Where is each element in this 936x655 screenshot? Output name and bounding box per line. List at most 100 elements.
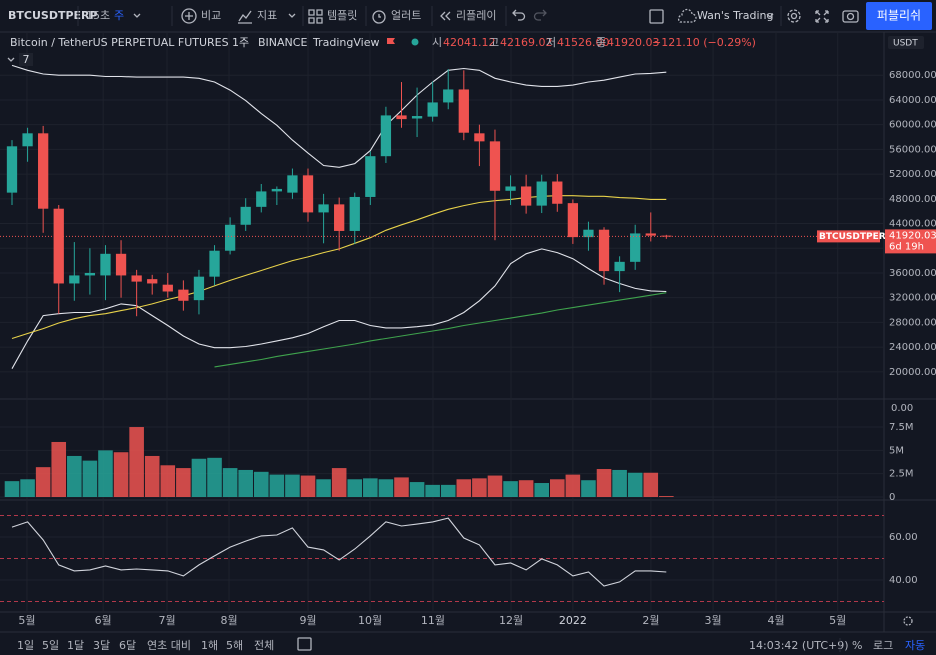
axis-price-box [885, 229, 936, 254]
candle-body [520, 186, 532, 206]
high-value: 42169.02 [500, 36, 553, 49]
range-button[interactable]: 전체 [254, 639, 274, 652]
range-button[interactable]: 6달 [119, 639, 136, 652]
replay-icon[interactable] [440, 11, 451, 21]
chevron[interactable] [133, 13, 141, 18]
symbol[interactable]: BTCUSDTPERP [8, 9, 98, 22]
templates-icon[interactable] [308, 9, 323, 24]
candle-body [489, 141, 501, 191]
overlay-line [11, 64, 667, 168]
candle-body [115, 253, 127, 276]
compare[interactable]: 비교 [201, 9, 221, 22]
settings[interactable] [787, 9, 801, 23]
axis-settings[interactable] [903, 616, 913, 626]
candle-body [443, 89, 454, 103]
legend-interval: 1주 [232, 36, 249, 49]
price-tag-symbol: BTCUSDTPERP [819, 232, 893, 242]
candle-body [427, 102, 438, 117]
indicator-count[interactable]: 7 [23, 53, 30, 66]
volume-bar [222, 468, 238, 497]
settings[interactable] [790, 12, 798, 20]
range-button[interactable]: 1달 [67, 639, 84, 652]
snapshot[interactable] [842, 10, 859, 23]
indicators-icon[interactable] [238, 10, 252, 24]
y-tick-label: 36000.00 [889, 268, 936, 279]
chevron[interactable] [766, 13, 774, 18]
x-tick-label: 7월 [158, 614, 175, 627]
range-button[interactable]: 1일 [17, 638, 34, 652]
open-value: 42041.12 [443, 36, 496, 49]
undo[interactable] [512, 9, 526, 21]
volume-bar [627, 472, 643, 497]
volume-bar [581, 480, 596, 497]
alert[interactable]: 얼러트 [391, 8, 421, 22]
y-tick-label: 48000.00 [889, 194, 936, 205]
volume-bar [456, 479, 472, 497]
x-tick-label: 4월 [767, 614, 784, 627]
candle-body [6, 146, 18, 193]
y-tick-label: 52000.00 [889, 169, 936, 180]
x-tick-label: 2월 [642, 614, 659, 627]
range-button[interactable]: 5해 [226, 638, 243, 652]
y-tick-label: 56000.00 [889, 144, 936, 155]
volume-bar [20, 479, 35, 497]
currency-box[interactable] [888, 36, 924, 49]
publish[interactable]: 퍼블리쉬 [877, 9, 921, 23]
candle-body [365, 156, 376, 197]
collapse[interactable] [7, 57, 15, 62]
x-tick-label: 10월 [358, 614, 382, 627]
log[interactable]: 로그 [873, 639, 893, 652]
volume-bar [425, 484, 440, 497]
x-tick-label: 12월 [499, 614, 523, 627]
range-button[interactable]: 5일 [42, 638, 59, 652]
chevron[interactable] [288, 13, 296, 18]
snapshot[interactable] [846, 12, 855, 21]
volume-bar [565, 474, 581, 497]
clock[interactable]: 14:03:42 (UTC+9) [749, 639, 849, 652]
volume-bar [316, 479, 331, 497]
publish-button[interactable] [866, 2, 932, 30]
y-tick-label: 44000.00 [889, 219, 936, 230]
x-tick-label: 6월 [95, 614, 112, 627]
indicators[interactable]: 지표 [257, 9, 277, 22]
overlay-line [11, 248, 667, 369]
toolbar: BTCUSDTPERP 15초 주 비교 지표 템플릿 얼러트 리플레이 Wan… [0, 2, 936, 33]
volume-tick-label: 0 [889, 492, 895, 503]
auto[interactable]: 자동 [905, 639, 925, 652]
range-button[interactable]: 1해 [201, 638, 218, 652]
range-button[interactable]: 연초 대비 [147, 639, 191, 652]
volume-bar [82, 460, 98, 497]
goto-date[interactable] [297, 637, 312, 651]
currency[interactable]: USDT [893, 39, 918, 49]
candle-body [458, 89, 469, 133]
cloud-icon[interactable] [677, 8, 697, 23]
interval[interactable]: 주 [114, 9, 124, 22]
volume-bar [51, 441, 67, 497]
volume-bar [440, 484, 456, 497]
flag[interactable] [387, 38, 395, 44]
y-tick-label: 24000.00 [889, 342, 936, 353]
percent[interactable]: % [852, 639, 862, 652]
redo[interactable] [533, 9, 547, 21]
low-value: 41526.00 [557, 36, 610, 49]
candle-body [69, 275, 80, 284]
replay[interactable]: 리플레이 [456, 9, 496, 22]
fullscreen[interactable] [815, 10, 829, 23]
layout-name[interactable]: Wan's Trading [697, 9, 774, 22]
market-status [411, 38, 419, 46]
interval-seconds[interactable]: 15초 [86, 9, 110, 22]
alert-icon[interactable] [372, 10, 386, 24]
x-tick-label: 5월 [829, 614, 846, 627]
templates[interactable]: 템플릿 [327, 9, 357, 22]
range-button[interactable]: 3달 [93, 639, 110, 652]
volume-bar [472, 478, 487, 497]
layout-toggle[interactable] [649, 9, 664, 24]
compare-icon[interactable] [185, 12, 193, 20]
volume-bar [176, 468, 191, 497]
compare-icon[interactable] [181, 8, 197, 24]
legend-exchange: BINANCE [258, 36, 307, 49]
volume-bar [253, 471, 269, 497]
volume-bar [503, 481, 518, 497]
alert-icon[interactable] [378, 14, 381, 18]
